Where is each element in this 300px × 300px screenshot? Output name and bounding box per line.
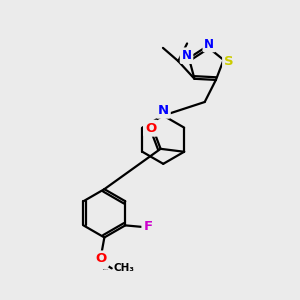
Text: N: N [158,104,169,117]
Text: O: O [145,122,156,135]
Text: N: N [182,49,191,62]
Text: N: N [204,38,214,50]
Text: CH₃: CH₃ [113,263,134,273]
Text: S: S [224,55,234,68]
Text: F: F [143,220,152,233]
Text: methoxy: methoxy [103,268,109,270]
Text: O: O [96,252,107,266]
